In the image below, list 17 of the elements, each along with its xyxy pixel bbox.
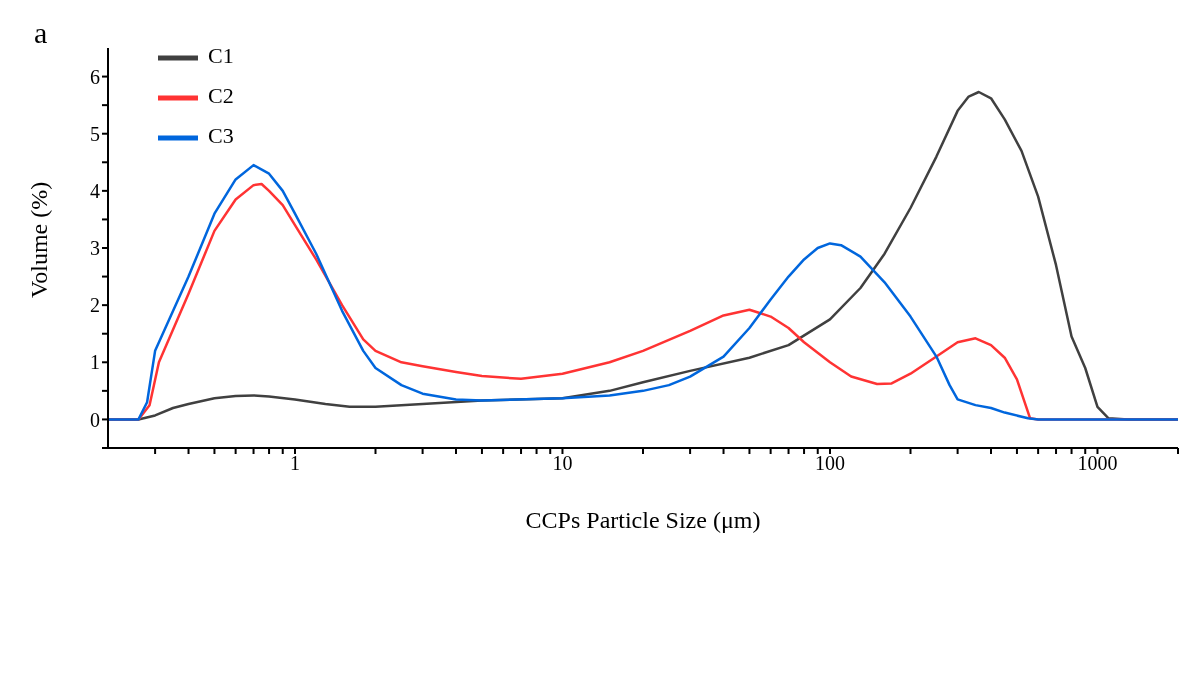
legend-label: C1 [208,43,234,69]
y-tick-label: 4 [90,179,100,202]
y-axis-title: Volume (%) [25,181,52,298]
x-axis-title: CCPs Particle Size (μm) [525,507,761,533]
legend-label: C2 [208,83,234,109]
y-tick-label: 0 [90,408,100,431]
x-tick-label: 1000 [1077,452,1118,475]
legend-label: C3 [208,123,234,149]
y-tick-label: 2 [90,294,100,317]
x-tick-label: 10 [552,452,573,475]
y-tick-label: 5 [90,122,100,145]
y-tick-label: 6 [90,65,100,88]
x-tick-label: 1 [289,452,300,475]
y-tick-label: 3 [90,237,100,260]
y-tick-label: 1 [90,351,100,374]
x-tick-label: 100 [814,452,845,475]
text: a [34,16,48,50]
